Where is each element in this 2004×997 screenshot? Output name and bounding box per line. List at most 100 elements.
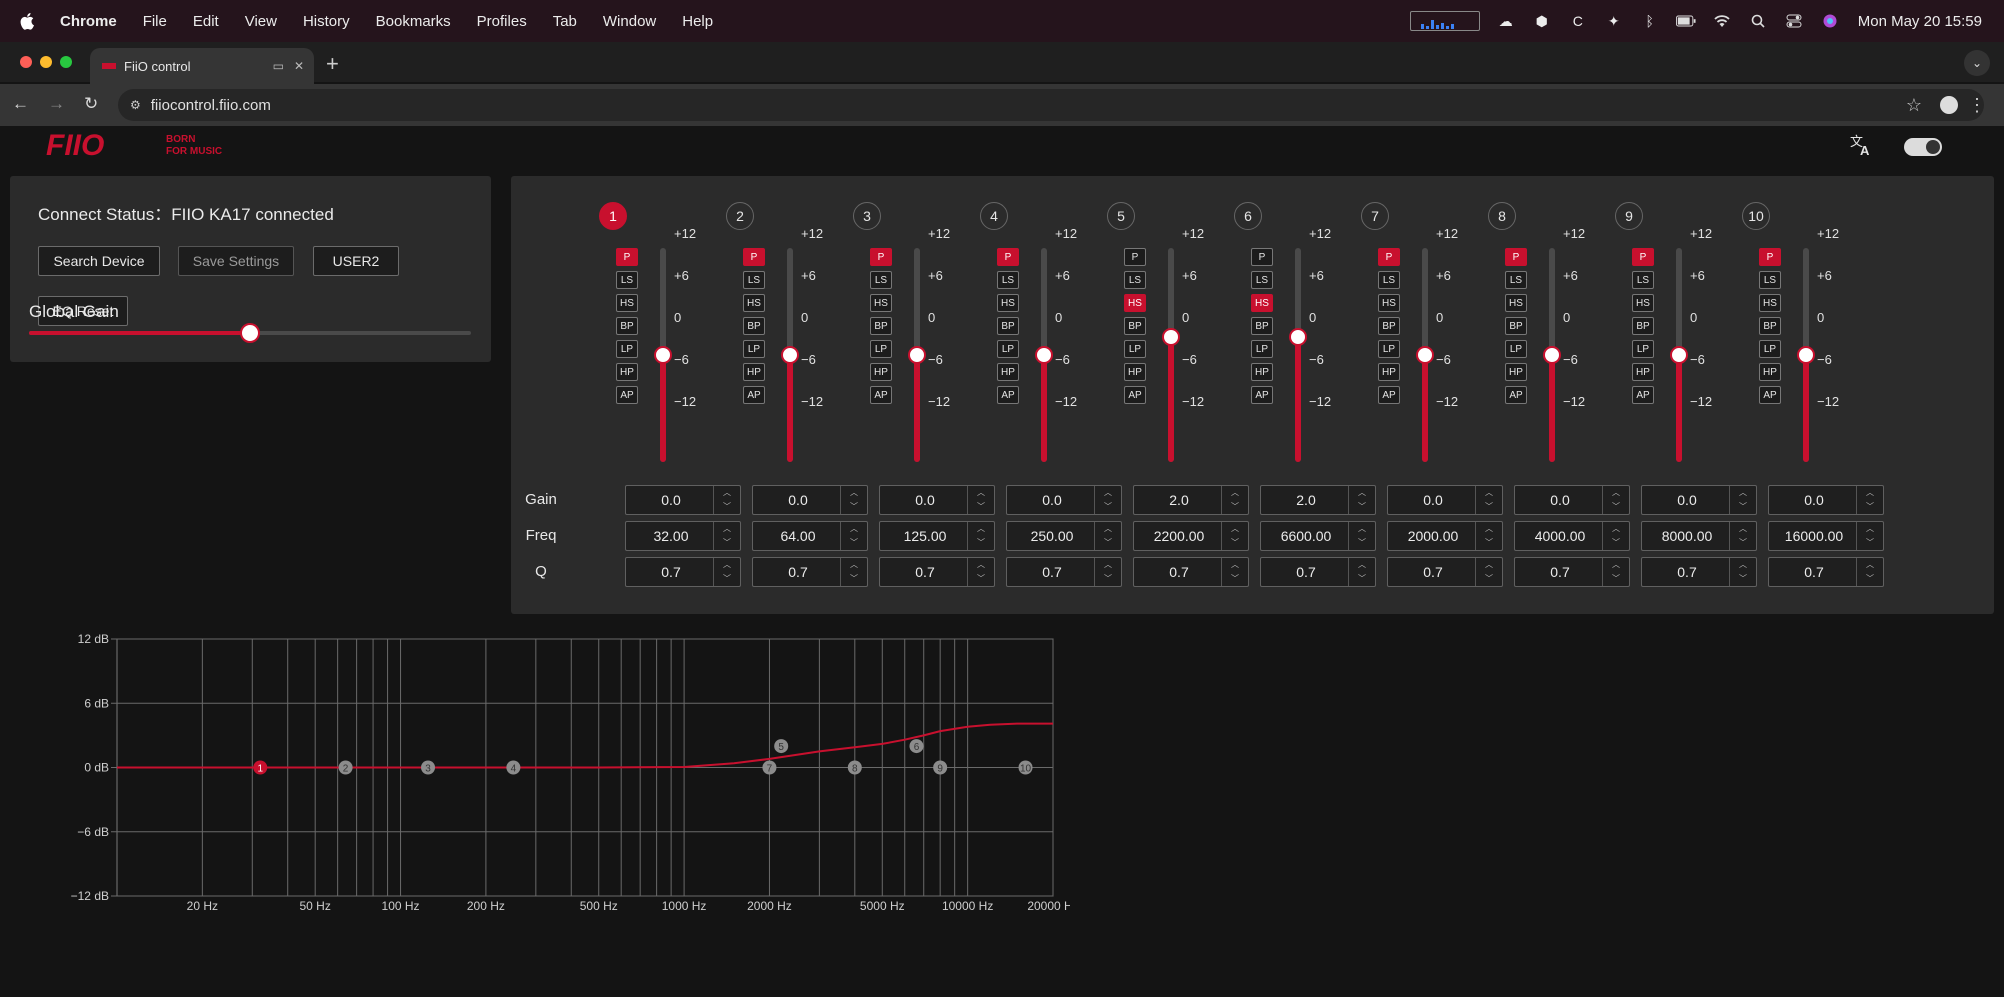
band-q-value[interactable]: 0.7 (1550, 564, 1570, 580)
filter-type-p-button[interactable]: P (1505, 248, 1527, 266)
chevron-down-icon[interactable]: ﹀ (1104, 574, 1112, 583)
filter-type-bp-button[interactable]: BP (997, 317, 1019, 335)
band-gain-input[interactable]: 2.0 ︿ ﹀ (1260, 485, 1376, 515)
chevron-up-icon[interactable]: ︿ (723, 560, 731, 569)
spin-arrows-icon[interactable]: ︿ ﹀ (1602, 558, 1629, 586)
band-gain-value[interactable]: 0.0 (915, 492, 935, 508)
band-freq-input[interactable]: 2200.00 ︿ ﹀ (1133, 521, 1249, 551)
band-gain-slider[interactable] (781, 248, 799, 462)
band-freq-value[interactable]: 16000.00 (1784, 528, 1844, 544)
hexagon-icon[interactable]: ⬢ (1535, 12, 1548, 29)
band-gain-slider[interactable] (654, 248, 672, 462)
filter-type-p-button[interactable]: P (870, 248, 892, 266)
tab-search-chevron-icon[interactable]: ⌄ (1964, 50, 1990, 76)
band-q-value[interactable]: 0.7 (1804, 564, 1824, 580)
filter-type-lp-button[interactable]: LP (1759, 340, 1781, 358)
spin-arrows-icon[interactable]: ︿ ﹀ (1856, 486, 1883, 514)
spin-arrows-icon[interactable]: ︿ ﹀ (1856, 522, 1883, 550)
band-gain-slider[interactable] (1289, 248, 1307, 462)
band-freq-input[interactable]: 6600.00 ︿ ﹀ (1260, 521, 1376, 551)
band-number-button[interactable]: 2 (726, 202, 754, 230)
chevron-down-icon[interactable]: ﹀ (1739, 502, 1747, 511)
band-number-button[interactable]: 3 (853, 202, 881, 230)
band-freq-value[interactable]: 4000.00 (1534, 528, 1586, 544)
translate-icon[interactable]: 文 A (1850, 133, 1874, 157)
chevron-down-icon[interactable]: ﹀ (850, 502, 858, 511)
chevron-up-icon[interactable]: ︿ (723, 488, 731, 497)
chevron-up-icon[interactable]: ︿ (1739, 560, 1747, 569)
band-gain-slider[interactable] (1670, 248, 1688, 462)
band-gain-input[interactable]: 0.0 ︿ ﹀ (1768, 485, 1884, 515)
search-device-button[interactable]: Search Device (38, 246, 160, 276)
band-gain-value[interactable]: 0.0 (1550, 492, 1570, 508)
band-q-value[interactable]: 0.7 (1423, 564, 1443, 580)
band-number-button[interactable]: 6 (1234, 202, 1262, 230)
siri-icon[interactable] (1820, 11, 1840, 31)
preset-select-button[interactable]: USER2 (313, 246, 399, 276)
chevron-down-icon[interactable]: ﹀ (1485, 538, 1493, 547)
band-point-label[interactable]: 4 (511, 764, 517, 775)
band-q-value[interactable]: 0.7 (788, 564, 808, 580)
chevron-up-icon[interactable]: ︿ (1104, 524, 1112, 533)
chevron-down-icon[interactable]: ﹀ (1231, 502, 1239, 511)
filter-type-ls-button[interactable]: LS (616, 271, 638, 289)
spin-arrows-icon[interactable]: ︿ ﹀ (1221, 522, 1248, 550)
spin-arrows-icon[interactable]: ︿ ﹀ (1602, 522, 1629, 550)
band-freq-value[interactable]: 32.00 (653, 528, 689, 544)
spin-arrows-icon[interactable]: ︿ ﹀ (1729, 522, 1756, 550)
filter-type-lp-button[interactable]: LP (616, 340, 638, 358)
band-gain-value[interactable]: 0.0 (788, 492, 808, 508)
chevron-down-icon[interactable]: ﹀ (1866, 502, 1874, 511)
band-q-input[interactable]: 0.7 ︿ ﹀ (752, 557, 868, 587)
band-point-marker[interactable] (506, 760, 521, 775)
band-freq-input[interactable]: 250.00 ︿ ﹀ (1006, 521, 1122, 551)
filter-type-hp-button[interactable]: HP (616, 363, 638, 381)
filter-type-hs-button[interactable]: HS (1759, 294, 1781, 312)
battery-icon[interactable] (1675, 11, 1696, 31)
chevron-up-icon[interactable]: ︿ (1612, 524, 1620, 533)
filter-type-hp-button[interactable]: HP (870, 363, 892, 381)
spin-arrows-icon[interactable]: ︿ ﹀ (967, 486, 994, 514)
band-gain-slider[interactable] (908, 248, 926, 462)
band-freq-input[interactable]: 64.00 ︿ ﹀ (752, 521, 868, 551)
filter-type-ls-button[interactable]: LS (1251, 271, 1273, 289)
chevron-up-icon[interactable]: ︿ (1231, 488, 1239, 497)
filter-type-ls-button[interactable]: LS (1124, 271, 1146, 289)
chevron-up-icon[interactable]: ︿ (977, 524, 985, 533)
spin-arrows-icon[interactable]: ︿ ﹀ (1348, 522, 1375, 550)
bookmark-star-icon[interactable]: ☆ (1905, 94, 1922, 115)
band-gain-slider-knob[interactable] (1670, 346, 1688, 364)
band-gain-value[interactable]: 0.0 (1804, 492, 1824, 508)
band-point-marker[interactable] (933, 760, 948, 775)
filter-type-ls-button[interactable]: LS (1632, 271, 1654, 289)
filter-type-p-button[interactable]: P (616, 248, 638, 266)
chevron-down-icon[interactable]: ﹀ (1612, 538, 1620, 547)
menubar-clock[interactable]: Mon May 20 15:59 (1857, 12, 1982, 30)
tab-media-icon[interactable]: ▭ (272, 59, 284, 73)
spin-arrows-icon[interactable]: ︿ ﹀ (1602, 486, 1629, 514)
filter-type-bp-button[interactable]: BP (1251, 317, 1273, 335)
vpn-icon[interactable]: ✦ (1607, 12, 1620, 29)
menu-window[interactable]: Window (602, 12, 657, 30)
chevron-up-icon[interactable]: ︿ (1231, 524, 1239, 533)
band-q-value[interactable]: 0.7 (1677, 564, 1697, 580)
band-q-value[interactable]: 0.7 (1169, 564, 1189, 580)
global-gain-knob[interactable] (240, 323, 260, 343)
spin-arrows-icon[interactable]: ︿ ﹀ (713, 558, 740, 586)
eq-response-graph[interactable]: 12 dB 6 dB 0 dB −6 dB −12 dB 20 Hz 50 Hz 100 Hz… (40, 626, 1070, 996)
spin-arrows-icon[interactable]: ︿ ﹀ (967, 522, 994, 550)
band-gain-value[interactable]: 0.0 (1042, 492, 1062, 508)
spin-arrows-icon[interactable]: ︿ ﹀ (1475, 558, 1502, 586)
theme-toggle[interactable] (1904, 138, 1942, 156)
filter-type-ap-button[interactable]: AP (743, 386, 765, 404)
band-number-button[interactable]: 1 (599, 202, 627, 230)
band-point-marker[interactable] (338, 760, 353, 775)
spin-arrows-icon[interactable]: ︿ ﹀ (967, 558, 994, 586)
chevron-up-icon[interactable]: ︿ (977, 560, 985, 569)
chevron-down-icon[interactable]: ﹀ (977, 574, 985, 583)
apple-icon[interactable] (20, 12, 36, 30)
band-point-label[interactable]: 2 (343, 764, 349, 775)
menu-view[interactable]: View (244, 12, 277, 30)
filter-type-ap-button[interactable]: AP (870, 386, 892, 404)
filter-type-ls-button[interactable]: LS (997, 271, 1019, 289)
